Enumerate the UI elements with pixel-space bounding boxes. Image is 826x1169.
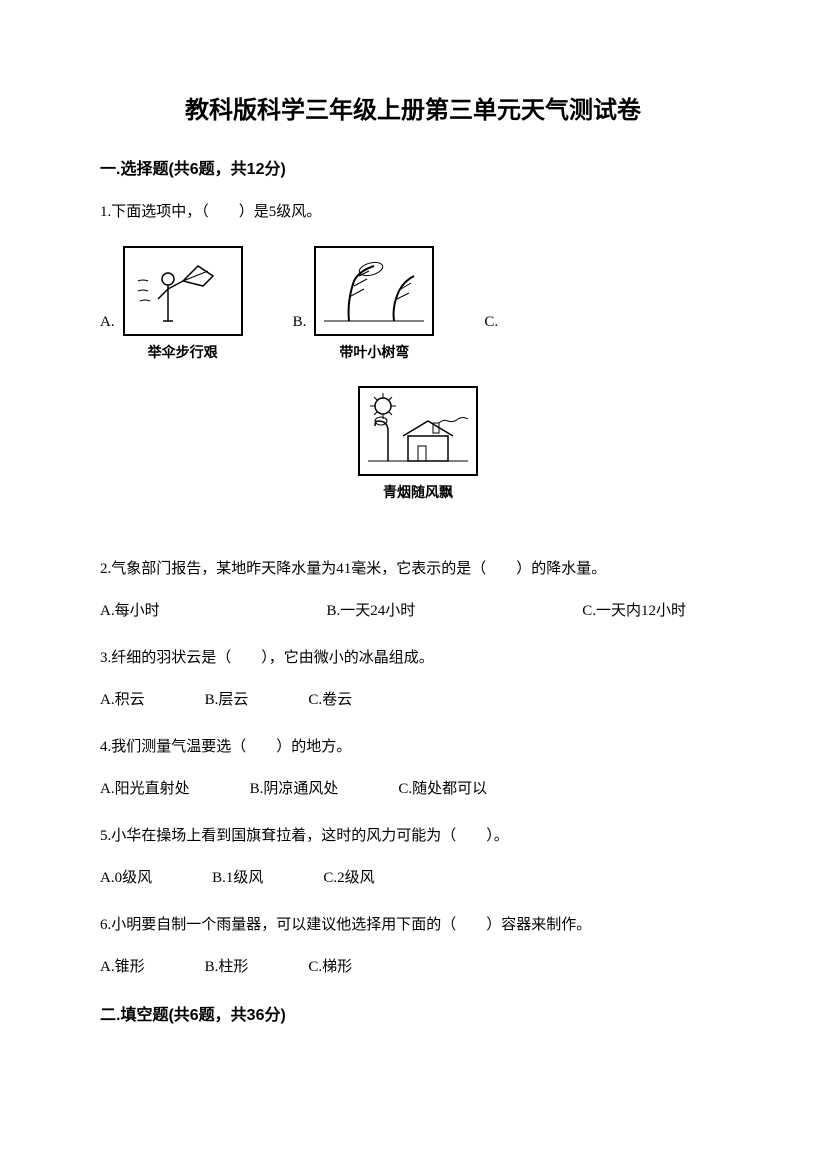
q1-option-c-label-only: C. [484,309,506,366]
q5-options: A.0级风 B.1级风 C.2级风 [100,865,726,892]
q4-optA: A.阳光直射处 [100,776,190,803]
q5-optC: C.2级风 [323,865,374,892]
smoke-wind-icon [363,391,473,471]
question-4: 4.我们测量气温要选（ ）的地方。 A.阳光直射处 B.阴凉通风处 C.随处都可… [100,734,726,803]
umbrella-wind-icon [128,251,238,331]
question-6: 6.小明要自制一个雨量器，可以建议他选择用下面的（ ）容器来制作。 A.锥形 B… [100,912,726,981]
q4-optC: C.随处都可以 [398,776,487,803]
bent-tree-icon [319,251,429,331]
q6-optA: A.锥形 [100,954,145,981]
q4-optB: B.阴凉通风处 [250,776,339,803]
question-5: 5.小华在操场上看到国旗耷拉着，这时的风力可能为（ ）。 A.0级风 B.1级风… [100,823,726,892]
q6-options: A.锥形 B.柱形 C.梯形 [100,954,726,981]
q1-optB-image [314,246,434,336]
q1-optC-caption: 青烟随风飘 [383,481,453,506]
q1-optC-image-box: 青烟随风飘 [110,386,726,506]
q1-optB-caption: 带叶小树弯 [339,341,409,366]
question-3: 3.纤细的羽状云是（ ），它由微小的冰晶组成。 A.积云 B.层云 C.卷云 [100,645,726,714]
q5-optB: B.1级风 [212,865,263,892]
q1-option-c: 青烟随风飘 [110,386,726,506]
q6-text: 6.小明要自制一个雨量器，可以建议他选择用下面的（ ）容器来制作。 [100,912,726,939]
q3-text: 3.纤细的羽状云是（ ），它由微小的冰晶组成。 [100,645,726,672]
question-2: 2.气象部门报告，某地昨天降水量为41毫米，它表示的是（ ）的降水量。 A.每小… [100,556,726,625]
q1-optA-caption: 举伞步行艰 [148,341,218,366]
q2-optB: B.一天24小时 [327,598,416,625]
q1-optA-image [123,246,243,336]
q1-optC-label: C. [484,309,498,366]
page-title: 教科版科学三年级上册第三单元天气测试卷 [100,90,726,125]
q2-options: A.每小时 B.一天24小时 C.一天内12小时 [100,598,726,625]
section1-header: 一.选择题(共6题，共12分) [100,155,726,179]
q6-optC: C.梯形 [308,954,352,981]
q5-text: 5.小华在操场上看到国旗耷拉着，这时的风力可能为（ ）。 [100,823,726,850]
q1-optB-image-box: 带叶小树弯 [314,246,434,366]
question-1: 1.下面选项中，（ ）是5级风。 A. 举伞步行艰 [100,199,726,506]
q1-option-b: B. 带叶小树弯 [293,246,435,366]
q1-optB-label: B. [293,309,307,366]
q1-text: 1.下面选项中，（ ）是5级风。 [100,199,726,226]
q3-optC: C.卷云 [308,687,352,714]
q4-options: A.阳光直射处 B.阴凉通风处 C.随处都可以 [100,776,726,803]
q1-image-options-row1: A. 举伞步行艰 B. [100,246,726,366]
q4-text: 4.我们测量气温要选（ ）的地方。 [100,734,726,761]
q1-optA-label: A. [100,309,115,366]
q5-optA: A.0级风 [100,865,152,892]
q2-text: 2.气象部门报告，某地昨天降水量为41毫米，它表示的是（ ）的降水量。 [100,556,726,583]
q3-optA: A.积云 [100,687,145,714]
q1-option-a: A. 举伞步行艰 [100,246,243,366]
section2-header: 二.填空题(共6题，共36分) [100,1001,726,1025]
q2-optA: A.每小时 [100,598,160,625]
q2-optC: C.一天内12小时 [582,598,686,625]
q3-optB: B.层云 [205,687,249,714]
q1-optA-image-box: 举伞步行艰 [123,246,243,366]
q6-optB: B.柱形 [205,954,249,981]
q3-options: A.积云 B.层云 C.卷云 [100,687,726,714]
q1-optC-image [358,386,478,476]
